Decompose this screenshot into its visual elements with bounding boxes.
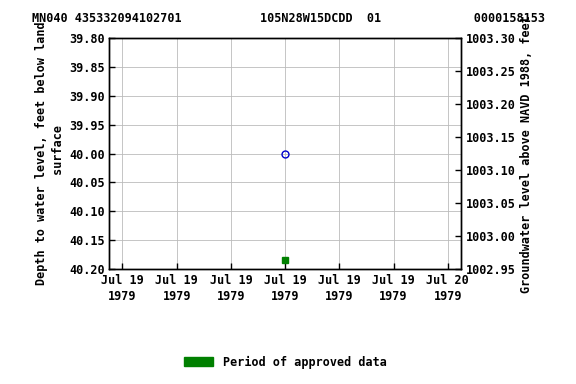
Text: MN040 435332094102701           105N28W15DCDD  01             0000158153: MN040 435332094102701 105N28W15DCDD 01 0… bbox=[32, 12, 544, 25]
Legend: Period of approved data: Period of approved data bbox=[184, 356, 386, 369]
Y-axis label: Depth to water level, feet below land
 surface: Depth to water level, feet below land su… bbox=[35, 22, 65, 285]
Y-axis label: Groundwater level above NAVD 1988, feet: Groundwater level above NAVD 1988, feet bbox=[520, 15, 533, 293]
